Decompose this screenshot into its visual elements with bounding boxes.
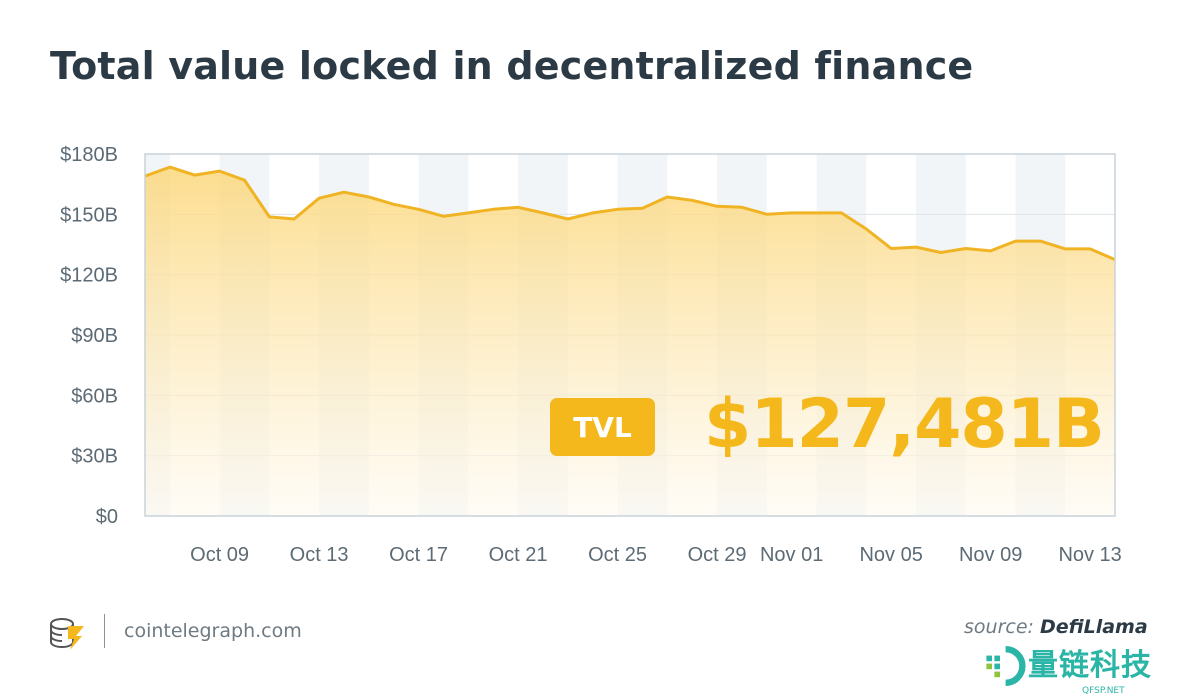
watermark-text: 量链科技 (1028, 648, 1152, 683)
y-tick-label: $150B (60, 204, 118, 226)
x-tick-label: Oct 17 (389, 544, 448, 566)
footer-divider (104, 614, 105, 648)
watermark-logo-icon (986, 646, 1026, 686)
tvl-area-chart: $0 $30B $60B $90B $120B $150B $180B Oct 09 Oct … (60, 144, 1122, 566)
cointelegraph-logo-icon (50, 618, 84, 650)
y-tick-label: $180B (60, 144, 118, 166)
x-tick-label: Oct 13 (290, 544, 349, 566)
tvl-badge: TVL (550, 398, 655, 456)
source-prefix: source: (964, 616, 1034, 638)
x-tick-label: Oct 09 (190, 544, 249, 566)
watermark: 量链科技 (980, 646, 1152, 686)
y-tick-label: $90B (71, 325, 118, 347)
source-credit: source: DefiLlama (964, 616, 1148, 639)
y-tick-label: $30B (71, 446, 118, 468)
y-tick-label: $0 (96, 506, 118, 528)
watermark-sub: QFSP.NET (1082, 686, 1125, 696)
footer-site: cointelegraph.com (124, 620, 302, 642)
x-tick-label: Nov 05 (859, 544, 922, 566)
y-tick-label: $60B (71, 385, 118, 407)
y-tick-label: $120B (60, 265, 118, 287)
x-tick-label: Oct 25 (588, 544, 647, 566)
tvl-area (145, 167, 1115, 516)
x-tick-label: Nov 01 (760, 544, 823, 566)
chart-title: Total value locked in decentralized fina… (50, 44, 974, 88)
x-tick-label: Oct 21 (489, 544, 548, 566)
x-tick-label: Oct 29 (688, 544, 747, 566)
x-tick-label: Nov 13 (1058, 544, 1121, 566)
source-name: DefiLlama (1039, 616, 1148, 638)
x-tick-label: Nov 09 (959, 544, 1022, 566)
tvl-line (144, 165, 1116, 261)
tvl-value: $127,481B (704, 385, 1105, 464)
plot-frame (144, 153, 1116, 517)
